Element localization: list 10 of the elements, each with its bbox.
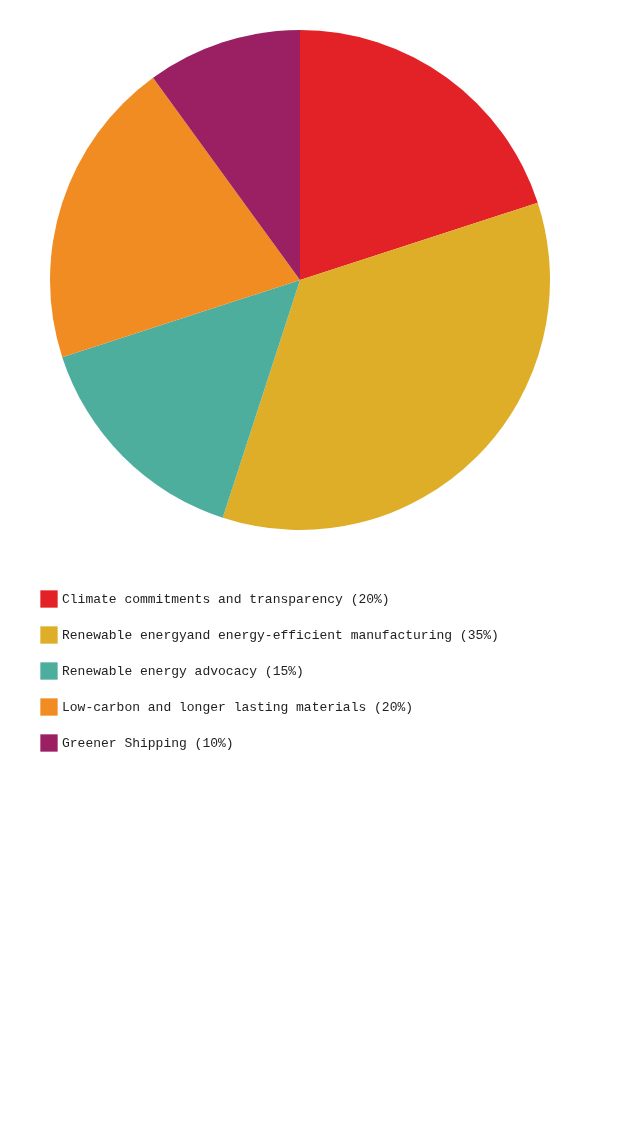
pie-slice (300, 30, 538, 280)
legend-label: Low-carbon and longer lasting materials (20%) (62, 700, 414, 715)
pie-slice (153, 30, 300, 280)
legend-label: Climate commitments and transparency (20%) (62, 592, 390, 607)
pie-slice (222, 202, 550, 530)
legend-label: Greener Shipping (10%) (62, 736, 234, 751)
legend-label: Renewable energyand energy-efficient manufacturing (35%) (62, 628, 499, 643)
legend-label: Renewable energy advocacy (15%) (62, 664, 304, 679)
pie-slice (50, 77, 300, 358)
pie-slice (62, 280, 300, 518)
